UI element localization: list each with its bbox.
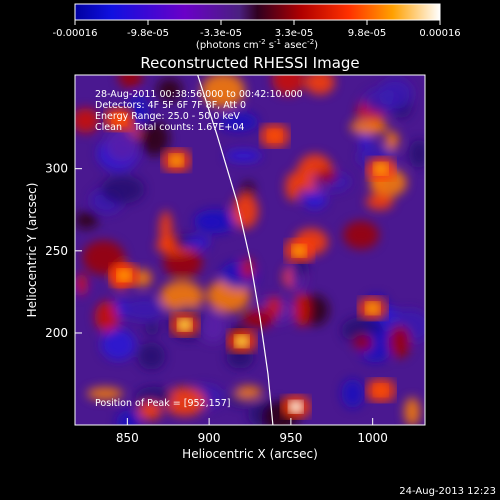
footer-timestamp: 24-Aug-2013 12:23 bbox=[399, 486, 496, 497]
annotation-clean: Clean Total counts: 1.67E+04 bbox=[95, 122, 244, 133]
colorbar-gradient bbox=[74, 3, 441, 21]
x-axis-label: Heliocentric X (arcsec) bbox=[182, 447, 318, 461]
solar-limb-curve bbox=[197, 75, 274, 425]
plot-frame bbox=[74, 74, 426, 426]
colorbar-tick-label: 9.8e-05 bbox=[348, 28, 386, 39]
heatmap-blobs bbox=[75, 75, 425, 425]
colorbar-ticks: -0.00016 -9.8e-05 -3.3e-05 3.3e-05 9.8e-05 0.… bbox=[53, 20, 461, 39]
bright-spot-core bbox=[111, 112, 128, 127]
bright-spot-core bbox=[287, 399, 304, 414]
x-tick-label: 1000 bbox=[357, 431, 388, 445]
annotation-energy: Energy Range: 25.0 - 50.0 keV bbox=[95, 111, 240, 122]
annotation-peak: Position of Peak = [952,157] bbox=[95, 398, 230, 409]
annotation-time: 28-Aug-2011 00:38:56.000 to 00:42:10.000 bbox=[95, 89, 303, 100]
bright-spot-core bbox=[116, 268, 133, 283]
y-axis-ticks: 200 250 300 bbox=[45, 162, 82, 340]
colorbar-tick-label: -3.3e-05 bbox=[200, 28, 242, 39]
colorbar-tick-label: -0.00016 bbox=[53, 28, 98, 39]
bright-spot-core bbox=[372, 383, 389, 398]
bright-spot-core bbox=[176, 317, 193, 332]
bright-spot-core bbox=[168, 153, 185, 168]
y-tick-label: 200 bbox=[45, 326, 68, 340]
annotation-detectors: Detectors: 4F 5F 6F 7F 8F, Att 0 bbox=[95, 100, 246, 111]
colorbar-tick-label: -9.8e-05 bbox=[127, 28, 169, 39]
annotation-block: 28-Aug-2011 00:38:56.000 to 00:42:10.000… bbox=[95, 89, 303, 409]
bright-spot-core bbox=[233, 334, 250, 349]
colorbar-tick-label: 0.00016 bbox=[419, 28, 460, 39]
chart-title: Reconstructed RHESSI Image bbox=[140, 54, 359, 72]
bright-spot-core bbox=[372, 161, 389, 176]
bright-spots bbox=[103, 106, 397, 420]
colorbar: -0.00016 -9.8e-05 -3.3e-05 3.3e-05 9.8e-05 0.… bbox=[53, 3, 461, 51]
colorbar-tick-label: 3.3e-05 bbox=[275, 28, 313, 39]
bright-spot-core bbox=[266, 128, 283, 143]
bright-spot-core bbox=[291, 243, 308, 258]
x-tick-label: 850 bbox=[116, 431, 139, 445]
x-tick-label: 950 bbox=[279, 431, 302, 445]
x-tick-label: 900 bbox=[198, 431, 221, 445]
y-tick-label: 250 bbox=[45, 244, 68, 258]
bright-spot-core bbox=[364, 301, 381, 316]
colorbar-unit-label: (photons cm-2 s-1 asec-2) bbox=[196, 38, 318, 51]
y-axis-label: Heliocentric Y (arcsec) bbox=[25, 183, 39, 318]
y-tick-label: 300 bbox=[45, 162, 68, 176]
x-axis-ticks: 850 900 950 1000 bbox=[116, 418, 388, 445]
heatmap-area bbox=[75, 75, 425, 425]
